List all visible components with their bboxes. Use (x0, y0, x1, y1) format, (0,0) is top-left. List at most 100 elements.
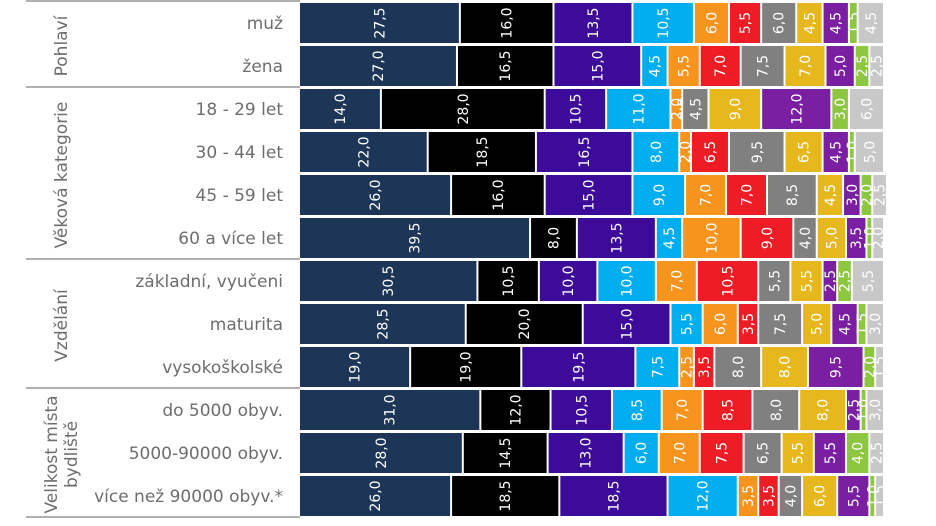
bar-value-label: 8,0 (769, 399, 785, 421)
bar-value-label: 5,5 (861, 270, 877, 292)
bar-value-label: 2,5 (870, 442, 886, 464)
bar-segment (826, 46, 854, 86)
bar-value-label: 6,0 (713, 313, 729, 335)
bar-segment (873, 218, 883, 258)
row-label: maturita (210, 315, 283, 335)
bar-segment (838, 476, 869, 516)
bar-value-label: 16,5 (577, 136, 593, 167)
bar-segment (864, 347, 875, 387)
bar-value-label: 4,5 (647, 55, 663, 77)
bar-segment (607, 89, 670, 129)
bar-segment (577, 218, 655, 258)
bar-segment (849, 132, 854, 172)
bar-value-label: 18,5 (475, 136, 491, 167)
bar-segment (870, 46, 883, 86)
bar-segment (846, 390, 860, 430)
bar-value-label: 7,0 (740, 184, 756, 206)
bar-segment (554, 46, 641, 86)
row-label: 45 - 59 let (196, 186, 284, 206)
bar-segment (832, 304, 857, 344)
bar-value-label: 4,5 (688, 98, 704, 120)
bar-value-label: 5,5 (799, 270, 815, 292)
bar-value-label: 4,5 (829, 12, 845, 34)
bar-segment (855, 132, 883, 172)
bar-value-label: 18,5 (606, 480, 622, 511)
row-label: více než 90000 obyv.* (94, 487, 283, 507)
bar-value-label: 6,5 (703, 141, 719, 163)
bar-segment (727, 175, 766, 215)
bar-segment (300, 261, 477, 301)
bar-value-label: 2,0 (862, 356, 878, 378)
bar-value-label: 3,5 (741, 485, 757, 507)
bar-segment (460, 3, 553, 43)
bar-segment (870, 433, 883, 473)
bar-value-label: 14,5 (498, 437, 514, 468)
row-label: vysokoškolské (162, 358, 283, 378)
bar-value-label: 8,0 (546, 227, 562, 249)
bar-value-label: 5,0 (824, 227, 840, 249)
bar-value-label: 9,0 (652, 184, 668, 206)
bar-segment (642, 46, 667, 86)
bar-segment (668, 46, 699, 86)
bar-segment (300, 175, 451, 215)
bar-value-label: 6,0 (859, 98, 875, 120)
bar-segment (867, 390, 883, 430)
bar-segment (861, 390, 866, 430)
bar-segment (814, 433, 845, 473)
bar-segment (428, 132, 535, 172)
bar-value-label: 7,0 (669, 270, 685, 292)
bar-value-label: 10,5 (568, 93, 584, 124)
bar-value-label: 6,0 (772, 12, 788, 34)
bar-segment (536, 132, 632, 172)
bar-value-label: 28,5 (375, 308, 391, 339)
bar-value-label: 22,0 (356, 136, 372, 167)
bar-value-label: 9,5 (750, 141, 766, 163)
bar-value-label: 8,0 (731, 356, 747, 378)
bar-value-label: 10,0 (704, 222, 720, 253)
bar-value-label: 10,5 (574, 394, 590, 425)
bar-value-label: 7,5 (773, 313, 789, 335)
bar-segment (762, 89, 831, 129)
bar-segment (300, 3, 459, 43)
bar-value-label: 3,5 (697, 356, 713, 378)
row-label: 18 - 29 let (196, 100, 284, 120)
bar-value-label: 2,5 (680, 356, 696, 378)
bar-segment (797, 3, 822, 43)
bar-value-label: 16,0 (500, 7, 516, 38)
bar-segment (300, 476, 451, 516)
bar-value-label: 28,0 (456, 93, 472, 124)
bar-value-label: 7,5 (650, 356, 666, 378)
bar-value-label: 2,0 (669, 98, 685, 120)
bar-value-label: 1,5 (846, 12, 862, 34)
bar-segment (697, 261, 758, 301)
bar-value-label: 7,0 (699, 184, 715, 206)
bar-segment (411, 347, 521, 387)
bar-value-label: 1,5 (873, 485, 889, 507)
bar-value-label: 9,0 (760, 227, 776, 249)
row-label: muž (247, 14, 283, 34)
bar-segment (762, 3, 796, 43)
bar-segment (300, 433, 462, 473)
bar-segment (300, 347, 410, 387)
bar-value-label: 13,5 (586, 7, 602, 38)
bar-value-label: 7,0 (713, 55, 729, 77)
bar-segment (832, 89, 848, 129)
bar-value-label: 1,5 (855, 313, 871, 335)
bar-value-label: 26,0 (368, 480, 384, 511)
bar-segment (624, 433, 658, 473)
bar-segment (876, 347, 883, 387)
bar-segment (729, 3, 761, 43)
bar-segment (300, 132, 427, 172)
bar-segment (633, 175, 685, 215)
bar-value-label: 5,5 (791, 442, 807, 464)
bar-segment (452, 476, 559, 516)
bar-segment (823, 132, 848, 172)
bar-value-label: 27,5 (372, 7, 388, 38)
bar-segment (531, 218, 576, 258)
bar-segment (768, 175, 816, 215)
bar-segment (545, 89, 606, 129)
bar-segment (659, 433, 699, 473)
bar-segment (478, 261, 538, 301)
bar-segment (694, 3, 728, 43)
